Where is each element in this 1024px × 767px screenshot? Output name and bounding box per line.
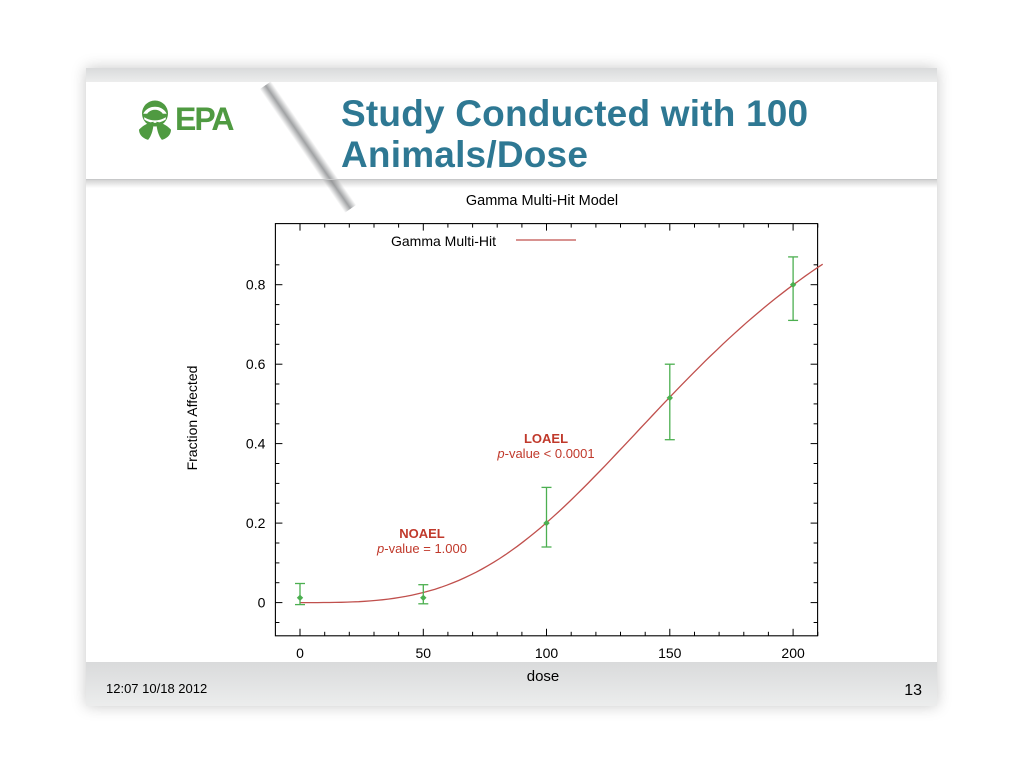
svg-text:0.6: 0.6 (246, 356, 266, 372)
svg-text:NOAEL: NOAEL (399, 526, 445, 541)
svg-text:150: 150 (658, 645, 682, 661)
svg-text:p-value < 0.0001: p-value < 0.0001 (496, 446, 594, 461)
svg-text:dose: dose (527, 668, 560, 685)
svg-text:100: 100 (535, 645, 559, 661)
svg-text:p-value = 1.000: p-value = 1.000 (376, 541, 467, 556)
svg-text:0: 0 (258, 595, 266, 611)
svg-text:Gamma Multi-Hit: Gamma Multi-Hit (391, 233, 496, 249)
svg-text:LOAEL: LOAEL (524, 431, 568, 446)
svg-text:50: 50 (416, 645, 432, 661)
svg-text:0: 0 (296, 645, 304, 661)
svg-text:Gamma Multi-Hit Model: Gamma Multi-Hit Model (466, 193, 618, 209)
svg-text:0.2: 0.2 (246, 515, 266, 531)
svg-text:200: 200 (781, 645, 805, 661)
svg-text:0.8: 0.8 (246, 277, 266, 293)
svg-text:0.4: 0.4 (246, 436, 266, 452)
